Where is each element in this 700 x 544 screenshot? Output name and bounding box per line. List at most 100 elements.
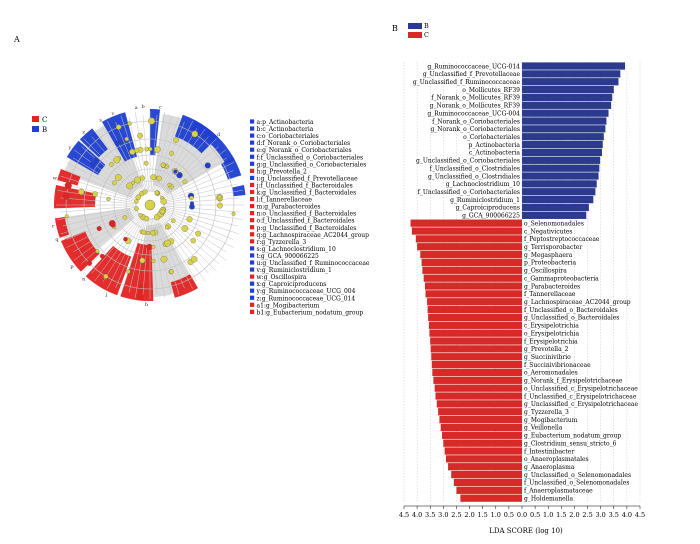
cladogram-node: [141, 229, 147, 235]
lda-bar-b: [522, 62, 626, 70]
cladogram-node: [96, 226, 102, 232]
lda-bar-c: [435, 392, 522, 400]
cladogram-clade-letter: h: [145, 302, 149, 308]
cladogram-node: [63, 192, 70, 200]
cladogram-node: [143, 160, 149, 166]
cladogram-node: [137, 132, 144, 139]
taxa-legend-label: a1:g_Mogibacterium: [257, 302, 320, 309]
cladogram-node: [64, 214, 69, 219]
cladogram-node: [150, 230, 156, 236]
cladogram-legend-swatch-b: [32, 126, 39, 132]
cladogram-clade-letter: r: [52, 224, 55, 230]
cladogram-node: [134, 199, 139, 204]
cladogram-node: [115, 124, 122, 130]
cladogram-branch: [60, 175, 137, 201]
lda-bar-b: [522, 101, 612, 109]
lda-bar-b: [522, 133, 604, 141]
lda-legend-label-c: C: [424, 31, 429, 39]
taxa-legend-label: x:g_Caproiciproducens: [257, 281, 327, 288]
cladogram-clade-letter: j: [105, 292, 108, 298]
lda-bar-c: [460, 494, 522, 502]
lda-bar-b: [522, 180, 597, 188]
lda-bar-label-c: g_Norank_f_Erysipelotrichaceae: [524, 378, 623, 385]
cladogram-branch: [163, 209, 240, 235]
cladogram-node: [186, 216, 193, 223]
lda-bar-label-b: g_Unclassified_f_Prevotellaceae: [423, 71, 521, 78]
cladogram-branch: [73, 149, 139, 197]
lda-bar-c: [432, 368, 522, 377]
lda-bar-label-c: g_Clostridium_sensu_stricto_6: [524, 440, 617, 447]
lda-bar-label-c: c_Erysipelotrichia: [524, 323, 579, 330]
cladogram-node: [64, 181, 72, 190]
lda-bar-label-c: c_Negativicutes: [524, 228, 572, 235]
cladogram-branch: [153, 117, 172, 192]
lda-bar-c: [423, 274, 522, 282]
cladogram-node: [138, 213, 143, 218]
lda-bar-label-c: o_Erysipelotrichia: [524, 330, 580, 337]
cladogram-clade-letter: p: [70, 264, 73, 270]
lda-bar-label-b: g_Norank_o_Coriobacteriales: [430, 126, 520, 133]
lda-bar-label-c: f_Anaeroplasmataceae: [524, 488, 593, 495]
cladogram-node: [78, 188, 85, 195]
taxa-legend-label: f:f_Unclassified_o_Coriobacteriales: [257, 154, 364, 161]
taxa-legend-swatch: [250, 239, 255, 244]
cladogram-node: [159, 209, 165, 215]
taxa-legend-swatch: [250, 274, 255, 279]
lda-bar-label-c: f_Unclassified_c_Erysipelotrichaceae: [524, 393, 637, 400]
cladogram-node: [108, 162, 114, 167]
lda-x-tick-label: 2.5: [451, 511, 461, 519]
lda-x-tick-label: 4.0: [412, 511, 422, 519]
cladogram-branch: [66, 170, 138, 200]
taxa-legend-label: m:g_Parabacteroides: [257, 204, 321, 211]
lda-bar-b: [522, 85, 614, 94]
cladogram-branch: [161, 157, 227, 198]
lda-bar-label-c: f_Tannerellaceae: [524, 291, 576, 298]
taxa-legend-swatch: [250, 182, 255, 188]
lda-bar-c: [411, 227, 522, 235]
cladogram-branch: [73, 157, 139, 198]
lda-bar-c: [422, 266, 522, 274]
lda-x-tick-label: 1.5: [477, 511, 487, 519]
lda-x-tick-label: 0.0: [517, 511, 527, 519]
lda-bar-label-c: p_Proteobacteria: [524, 260, 576, 267]
taxa-legend-label: k:g_Unclassified_f_Bacteroidales: [257, 190, 357, 197]
panel-label-a: A: [13, 35, 20, 44]
cladogram-node: [156, 175, 162, 182]
cladogram-root-node: [144, 199, 156, 211]
lda-bar-c: [429, 329, 522, 337]
taxa-legend-swatch: [250, 196, 255, 202]
lda-bar-c: [428, 313, 522, 322]
cladogram-node: [126, 182, 133, 190]
cladogram-branch: [158, 128, 206, 194]
cladogram-branch: [162, 210, 234, 240]
cladogram-node: [148, 117, 156, 125]
lda-bar-label-b: c_Actinobacteria: [469, 150, 520, 157]
taxa-legend-label: e:g_Norank_o_Coriobacteriales: [257, 147, 352, 154]
cladogram-branch: [154, 218, 180, 295]
cladogram-node: [151, 244, 156, 249]
cladogram-branch: [60, 205, 137, 213]
cladogram-clade-b: [221, 157, 242, 180]
cladogram-branch: [163, 175, 240, 201]
lda-bar-b: [522, 211, 587, 219]
lda-bar-label-b: f_Norank_o_Mollicutes_RF39: [431, 95, 520, 102]
lda-bar-c: [430, 337, 522, 345]
taxa-legend-label: n:o_Unclassified_f_Bacteroidales: [257, 211, 357, 218]
taxa-legend-label: t:g_GCA_900066225: [257, 253, 320, 260]
cladogram-node: [89, 161, 97, 168]
lda-bar-c: [456, 486, 522, 494]
taxa-legend-label: b:c_Actinobacteria: [257, 126, 314, 133]
cladogram-node: [150, 174, 157, 181]
lda-bar-c: [434, 384, 522, 392]
taxa-legend-swatch: [250, 302, 255, 307]
lda-legend: BC: [408, 22, 429, 39]
lda-bar-label-c: f_Unclassified_o_Bacteroidales: [524, 307, 618, 314]
lda-x-tick-label: 1.0: [491, 511, 501, 519]
cladogram-branch: [83, 214, 141, 272]
cladogram-clade-letter: z: [82, 129, 85, 135]
cladogram-node: [131, 180, 136, 185]
lda-bar-b: [522, 156, 601, 164]
taxa-legend-label: q:g_Lachnospiraceae_AC2044_group: [257, 232, 370, 239]
lda-bar-c: [443, 439, 522, 447]
